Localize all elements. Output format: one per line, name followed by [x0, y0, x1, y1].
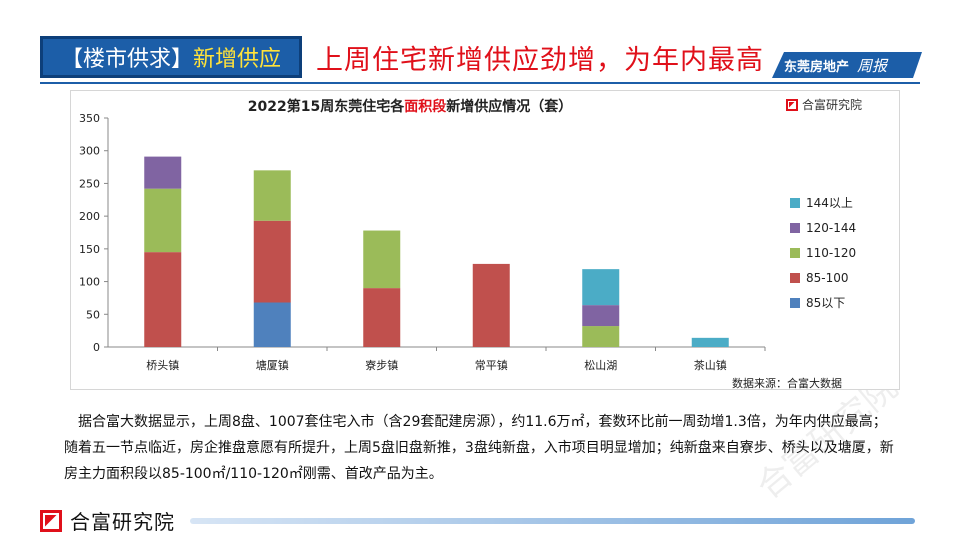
- chart-logo: 合富研究院: [786, 96, 862, 113]
- legend-label: 85以下: [806, 296, 846, 310]
- bar-segment: [253, 302, 291, 347]
- legend-item: 144以上: [790, 190, 856, 215]
- bar-segment: [144, 252, 182, 347]
- bar-segment: [582, 269, 620, 306]
- y-tick-label: 0: [93, 341, 100, 354]
- brand-band: 东莞房地产 周报: [772, 52, 922, 78]
- tag-bracket-close: 】: [171, 47, 194, 72]
- tag-topic: 新增供应: [193, 47, 282, 72]
- x-tick-label: 松山湖: [584, 358, 617, 372]
- y-tick-label: 250: [79, 177, 100, 190]
- footer-logo: 合富研究院: [40, 506, 175, 535]
- bar-segment: [582, 305, 620, 327]
- chart-source: 数据来源：合富大数据: [732, 377, 842, 390]
- legend-label: 85-100: [806, 270, 849, 285]
- bar-segment: [363, 230, 401, 289]
- legend-swatch: [790, 197, 800, 208]
- y-tick-label: 150: [79, 243, 100, 256]
- y-tick-label: 350: [79, 112, 100, 125]
- bar-segment: [582, 326, 620, 347]
- legend-swatch: [790, 222, 800, 233]
- bar-segment: [363, 288, 401, 347]
- bar-segment: [144, 156, 182, 189]
- brand-script: 周报: [857, 56, 888, 75]
- legend-swatch: [790, 297, 800, 308]
- legend-swatch: [790, 247, 800, 258]
- footer-org-name: 合富研究院: [70, 510, 175, 534]
- legend-label: 120-144: [806, 220, 857, 235]
- legend-item: 85以下: [790, 290, 856, 315]
- hefu-logo-icon: [786, 98, 798, 111]
- bar-segment: [144, 188, 182, 253]
- x-tick-label: 桥头镇: [146, 358, 179, 372]
- y-tick-label: 100: [79, 276, 100, 289]
- x-tick-label: 塘厦镇: [256, 358, 289, 372]
- bar-segment: [472, 263, 510, 347]
- legend-label: 144以上: [806, 196, 853, 210]
- y-tick-label: 50: [86, 308, 100, 321]
- legend-label: 110-120: [806, 245, 857, 260]
- x-tick-label: 常平镇: [475, 358, 508, 372]
- x-tick-label: 寮步镇: [365, 358, 398, 372]
- bar-segment: [253, 170, 291, 221]
- tag-category: 楼市供求: [82, 47, 171, 72]
- bar-segment: [691, 337, 729, 347]
- legend-swatch: [790, 272, 800, 283]
- legend-item: 85-100: [790, 265, 856, 290]
- header-rule: [40, 82, 920, 84]
- chart-title: 2022第15周东莞住宅各面积段新增供应情况（套）: [180, 96, 640, 116]
- chart-title-prefix: 2022第15周东莞住宅各: [247, 99, 405, 115]
- chart-title-suffix: 新增供应情况（套）: [446, 99, 573, 115]
- chart-title-highlight: 面积段: [404, 99, 447, 115]
- body-paragraph: 据合富大数据显示，上周8盘、1007套住宅入市（含29套配建房源），约11.6万…: [64, 414, 894, 482]
- legend-item: 110-120: [790, 240, 856, 265]
- chart-legend: 144以上 120-144 110-120 85-100 85以下: [790, 190, 856, 315]
- y-tick-label: 200: [79, 210, 100, 223]
- hefu-logo-icon: [40, 509, 62, 532]
- tag-bracket-open: 【: [60, 47, 83, 72]
- brand-label: 东莞房地产: [784, 59, 850, 75]
- bar-segment: [253, 220, 291, 303]
- chart-logo-text: 合富研究院: [802, 98, 863, 112]
- section-tag: 【楼市供求】新增供应: [40, 36, 302, 78]
- x-tick-label: 茶山镇: [694, 358, 727, 372]
- y-tick-label: 300: [79, 145, 100, 158]
- slide-headline: 上周住宅新增供应劲增，为年内最高: [316, 45, 764, 76]
- footer-line: [190, 518, 915, 524]
- legend-item: 120-144: [790, 215, 856, 240]
